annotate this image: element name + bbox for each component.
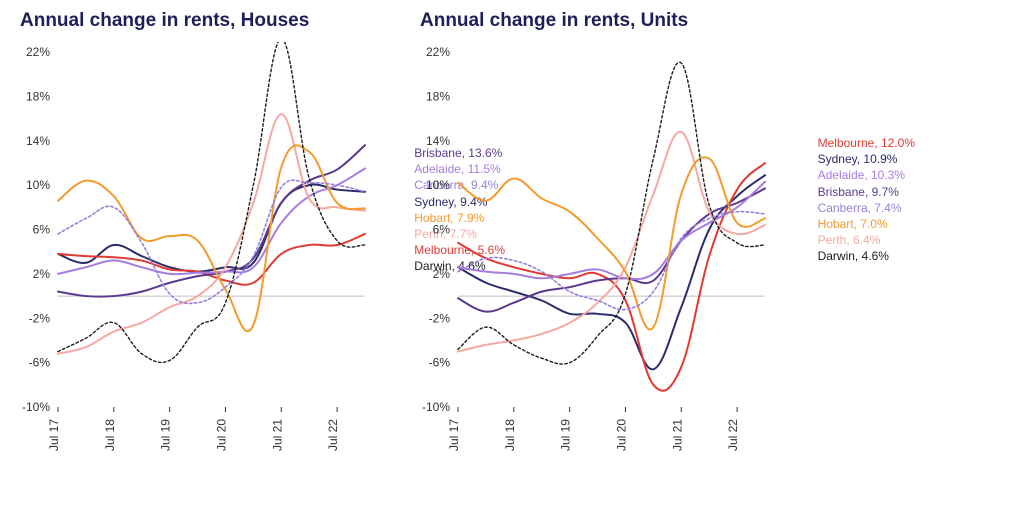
legend-item: Sydney, 10.9% bbox=[818, 151, 915, 167]
y-tick-label: -10% bbox=[22, 400, 50, 414]
legend-item: Canberra, 7.4% bbox=[818, 200, 915, 216]
y-tick-label: 2% bbox=[433, 267, 451, 281]
chart-legend-units: Melbourne, 12.0%Sydney, 10.9%Adelaide, 1… bbox=[818, 135, 915, 265]
series-melbourne bbox=[458, 163, 765, 391]
x-tick-label: Jul 21 bbox=[670, 419, 684, 451]
chart-panel-units: Annual change in rents, Units -10% -6% -2%… bbox=[410, 10, 780, 472]
legend-item: Adelaide, 10.3% bbox=[818, 167, 915, 183]
y-tick-label: 14% bbox=[26, 134, 50, 148]
series-sydney bbox=[58, 185, 365, 272]
y-tick-label: -6% bbox=[29, 356, 51, 370]
series-melbourne bbox=[58, 234, 365, 285]
x-tick-label: Jul 17 bbox=[47, 419, 61, 451]
series-perth bbox=[458, 132, 765, 352]
y-tick-label: -10% bbox=[422, 400, 450, 414]
legend-item: Melbourne, 12.0% bbox=[818, 135, 915, 151]
y-tick-label: 22% bbox=[426, 45, 450, 59]
y-tick-label: 14% bbox=[426, 134, 450, 148]
charts-container: Annual change in rents, Houses -10% -6% -2… bbox=[10, 10, 1024, 472]
series-darwin bbox=[58, 42, 365, 362]
y-tick-label: 6% bbox=[433, 223, 451, 237]
y-tick-label: 2% bbox=[33, 267, 51, 281]
chart-panel-houses: Annual change in rents, Houses -10% -6% -2… bbox=[10, 10, 380, 472]
y-tick-label: 6% bbox=[33, 223, 51, 237]
chart-svg-houses: -10% -6% -2% 2% 6% 10% 14% 18% 22% Jul 17 Jul 18 Ju… bbox=[10, 42, 380, 472]
y-tick-label: 10% bbox=[426, 178, 450, 192]
chart-svg-units: -10% -6% -2% 2% 6% 10% 14% 18% 22% Jul 17 Jul 18 Ju… bbox=[410, 42, 780, 472]
legend-item: Perth, 6.4% bbox=[818, 232, 915, 248]
x-tick-label: Jul 19 bbox=[559, 419, 573, 451]
x-tick-label: Jul 22 bbox=[726, 419, 740, 451]
x-tick-label: Jul 17 bbox=[447, 419, 461, 451]
series-brisbane bbox=[458, 188, 765, 311]
chart-title-units: Annual change in rents, Units bbox=[420, 10, 780, 32]
x-tick-label: Jul 20 bbox=[614, 419, 628, 451]
x-tick-label: Jul 19 bbox=[159, 419, 173, 451]
y-tick-label: 22% bbox=[26, 45, 50, 59]
x-tick-label: Jul 21 bbox=[270, 419, 284, 451]
y-tick-label: 18% bbox=[26, 89, 50, 103]
y-tick-label: -6% bbox=[429, 356, 451, 370]
legend-item: Darwin, 4.6% bbox=[818, 248, 915, 264]
series-hobart bbox=[58, 145, 365, 331]
y-tick-label: -2% bbox=[429, 311, 451, 325]
x-tick-label: Jul 20 bbox=[214, 419, 228, 451]
chart-title-houses: Annual change in rents, Houses bbox=[20, 10, 380, 32]
series-perth bbox=[58, 114, 365, 354]
x-tick-label: Jul 22 bbox=[326, 419, 340, 451]
y-tick-label: 10% bbox=[26, 178, 50, 192]
y-tick-label: -2% bbox=[29, 311, 51, 325]
y-tick-label: 18% bbox=[426, 89, 450, 103]
legend-item: Brisbane, 9.7% bbox=[818, 184, 915, 200]
series-hobart bbox=[458, 157, 765, 329]
x-tick-label: Jul 18 bbox=[103, 419, 117, 451]
legend-item: Hobart, 7.0% bbox=[818, 216, 915, 232]
x-tick-label: Jul 18 bbox=[503, 419, 517, 451]
